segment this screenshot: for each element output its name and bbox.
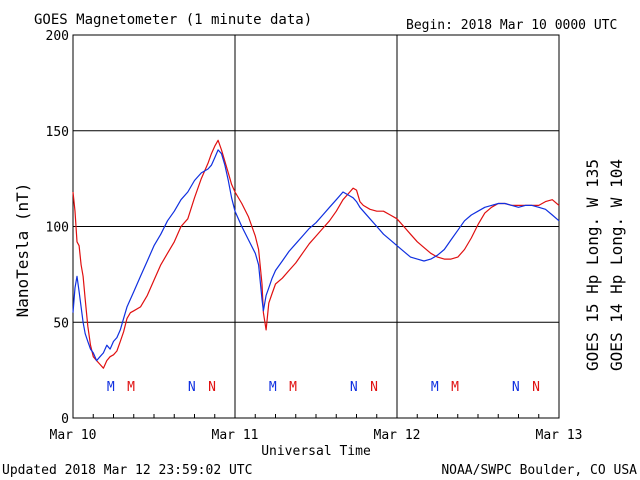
x-axis-ticks: Mar 10 Mar 11 Mar 12 Mar 13 [50, 428, 583, 443]
y-tick-label: 200 [46, 29, 69, 44]
x-tick-label: Mar 10 [50, 428, 97, 443]
marker-m: M [431, 380, 439, 395]
y-tick-label: 150 [46, 125, 69, 140]
x-tick-label: Mar 12 [374, 428, 421, 443]
marker-m: M [127, 380, 135, 395]
marker-n: N [208, 380, 216, 395]
y-axis-ticks: 0 50 100 150 200 [46, 29, 69, 427]
legend-goes14: GOES 14 Hp Long. W 104 [607, 159, 626, 371]
y-axis-label: NanoTesla (nT) [13, 183, 32, 318]
y-tick-label: 0 [61, 412, 69, 427]
chart-title: GOES Magnetometer (1 minute data) [34, 12, 312, 28]
series-line-goes14 [72, 149, 560, 362]
x-tick-label: Mar 13 [536, 428, 583, 443]
y-tick-label: 100 [46, 221, 69, 236]
begin-time: Begin: 2018 Mar 10 0000 UTC [406, 18, 617, 33]
marker-m: M [107, 380, 115, 395]
marker-m: M [269, 380, 277, 395]
marker-m: M [451, 380, 459, 395]
plot-grid [72, 34, 560, 419]
x-tick-label: Mar 11 [212, 428, 259, 443]
legend-goes15: GOES 15 Hp Long. W 135 [583, 159, 602, 371]
data-source: NOAA/SWPC Boulder, CO USA [441, 463, 637, 478]
marker-n: N [350, 380, 358, 395]
marker-m: M [289, 380, 297, 395]
x-axis-label: Universal Time [261, 444, 371, 459]
marker-n: N [532, 380, 540, 395]
series-lines [72, 139, 560, 369]
marker-n: N [370, 380, 378, 395]
updated-timestamp: Updated 2018 Mar 12 23:59:02 UTC [2, 463, 252, 478]
marker-n: N [512, 380, 520, 395]
series-line-goes15 [72, 139, 560, 369]
y-tick-label: 50 [53, 316, 69, 331]
marker-n: N [188, 380, 196, 395]
